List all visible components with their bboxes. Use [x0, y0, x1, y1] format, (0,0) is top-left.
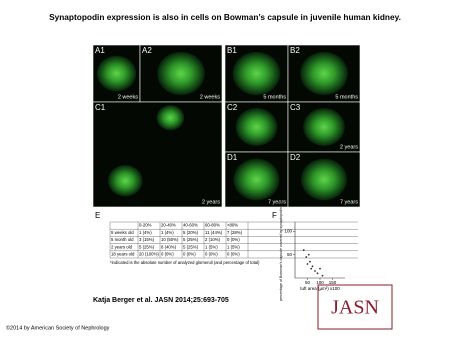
- panel-label: C2: [227, 103, 238, 112]
- table-header: >80%: [227, 223, 238, 228]
- panel-label: C1: [95, 103, 106, 112]
- panel-caption: 5 months: [263, 94, 286, 100]
- table-cell: 0 (0%): [227, 252, 240, 257]
- x-tick-label: 150: [329, 280, 337, 285]
- table-cell: 1 (4%): [139, 230, 152, 235]
- table-cell: 7 (28%): [227, 230, 243, 235]
- table-cell: 8 (40%): [161, 244, 177, 249]
- table-cell: 1 (5%): [227, 244, 240, 249]
- panel-label: F: [272, 211, 277, 220]
- table-header: 40-60%: [183, 223, 198, 228]
- glomerulus: [233, 158, 280, 201]
- glomerulus: [303, 108, 345, 146]
- table-cell: 20 (100%): [139, 252, 159, 257]
- table-cell: 1 (5%): [205, 244, 218, 249]
- point: [316, 272, 319, 275]
- panel-label: A2: [142, 46, 152, 55]
- x-tick-label: 50: [305, 280, 311, 285]
- point: [319, 267, 321, 270]
- panel-label: B2: [290, 46, 300, 55]
- table-cell: 2 (10%): [205, 237, 221, 242]
- table-cell: 5 weeks old: [111, 230, 134, 235]
- table-cell: 18 years old: [111, 252, 135, 257]
- table-cell: 5 month old: [111, 237, 134, 242]
- table-footnote: *indicated is the absolute number of ana…: [110, 260, 260, 265]
- table-cell: 0 (0%): [227, 237, 240, 242]
- table-cell: 3 (15%): [139, 237, 155, 242]
- panel-label: A1: [95, 46, 105, 55]
- panel-caption: 2 years: [202, 199, 220, 205]
- panel-caption: 7 years: [268, 199, 286, 205]
- table-cell: 2 years old: [111, 244, 133, 249]
- point: [310, 267, 313, 270]
- y-tick-label: 50: [287, 252, 293, 257]
- point: [311, 265, 314, 268]
- glomerulus: [301, 158, 347, 201]
- panel-label: B1: [227, 46, 237, 55]
- panel-caption: 2 weeks: [118, 94, 138, 100]
- table-cell: 5 (25%): [183, 237, 199, 242]
- glomerulus: [107, 165, 143, 197]
- panel-label: D1: [227, 153, 238, 162]
- y-axis-label: percentage of Bowman’s capsule covered b…: [279, 199, 283, 301]
- table-cell: 11 (44%): [205, 230, 223, 235]
- panel-label: D2: [290, 153, 301, 162]
- glomerulus: [300, 51, 348, 96]
- glomerulus: [232, 51, 281, 96]
- panel-caption: 5 months: [335, 94, 358, 100]
- table-cell: 5 (25%): [183, 244, 199, 249]
- glomerulus: [157, 51, 205, 96]
- point: [306, 263, 309, 265]
- citation: Katja Berger et al. JASN 2014;25:693-705: [93, 297, 229, 304]
- panel-caption: 7 years: [340, 199, 358, 205]
- y-tick-label: 100: [284, 229, 292, 234]
- x-tick-label: 100: [316, 280, 324, 285]
- glomerulus: [96, 55, 137, 92]
- copyright: ©2014 by American Society of Nephrology: [6, 324, 110, 331]
- point: [307, 253, 310, 256]
- point: [309, 260, 311, 263]
- table-header: 0-20%: [139, 223, 152, 228]
- panel-label: C3: [290, 103, 301, 112]
- panel-label: E: [95, 211, 100, 220]
- table-cell: 0 (0%): [161, 252, 174, 257]
- glomerulus: [235, 108, 278, 146]
- table-cell: 5 (20%): [183, 230, 199, 235]
- point: [302, 249, 305, 251]
- panel-caption: 2 weeks: [200, 94, 220, 100]
- table-header: 60-80%: [205, 223, 220, 228]
- table-cell: 1 (4%): [161, 230, 174, 235]
- table-cell: 0 (0%): [183, 252, 196, 257]
- logo: JASN: [331, 297, 379, 319]
- x-axis-label: tuft area (µm²) x100: [300, 286, 340, 291]
- table-cell: 5 (25%): [139, 244, 155, 249]
- glomerulus: [156, 105, 185, 131]
- table-cell: 0 (0%): [205, 252, 218, 257]
- point: [321, 274, 324, 277]
- point: [305, 256, 308, 258]
- table-cell: 10 (50%): [161, 237, 179, 242]
- table-header: 20-40%: [161, 223, 176, 228]
- panel-caption: 2 years: [340, 144, 358, 150]
- logo-box: [317, 284, 393, 330]
- title: Synaptopodin expression is also in cells…: [49, 12, 401, 22]
- point: [314, 270, 316, 272]
